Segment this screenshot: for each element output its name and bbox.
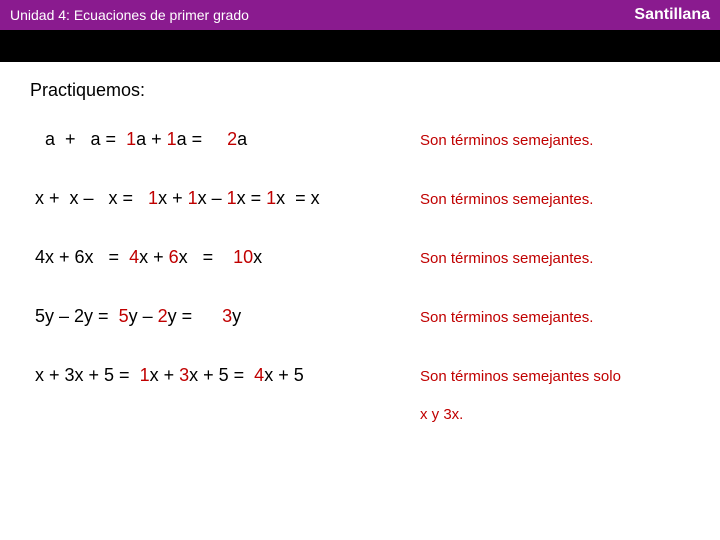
- expr-text: a + a =: [30, 129, 126, 149]
- coefficient: 6: [169, 247, 179, 267]
- coefficient: 4: [254, 365, 264, 385]
- slide-header: Unidad 4: Ecuaciones de primer grado San…: [0, 0, 720, 30]
- extra-note: x y 3x.: [420, 406, 690, 423]
- expr-text: x = x: [276, 188, 320, 208]
- expr-text: y –: [129, 306, 158, 326]
- expression: x + x – x = 1x + 1x – 1x = 1x = x: [30, 188, 420, 209]
- exercise-list: a + a = 1a + 1a = 2aSon términos semejan…: [30, 129, 690, 386]
- coefficient: 1: [140, 365, 150, 385]
- exercise-row: x + 3x + 5 = 1x + 3x + 5 = 4x + 5Son tér…: [30, 365, 690, 386]
- coefficient: 1: [148, 188, 158, 208]
- expr-text: a +: [136, 129, 167, 149]
- exercise-row: x + x – x = 1x + 1x – 1x = 1x = xSon tér…: [30, 188, 690, 209]
- expression: 4x + 6x = 4x + 6x = 10x: [30, 247, 420, 268]
- exercise-row: a + a = 1a + 1a = 2aSon términos semejan…: [30, 129, 690, 150]
- expr-text: 4x + 6x =: [30, 247, 129, 267]
- expr-text: y =: [168, 306, 223, 326]
- coefficient: 2: [227, 129, 237, 149]
- row-note: Son términos semejantes.: [420, 132, 593, 149]
- expr-text: x + 5: [264, 365, 304, 385]
- expr-text: a =: [177, 129, 228, 149]
- coefficient: 1: [126, 129, 136, 149]
- expr-text: x =: [237, 188, 267, 208]
- coefficient: 1: [266, 188, 276, 208]
- row-note: Son términos semejantes solo: [420, 368, 621, 385]
- expr-text: x: [253, 247, 262, 267]
- exercise-row: 4x + 6x = 4x + 6x = 10xSon términos seme…: [30, 247, 690, 268]
- expr-text: 5y – 2y =: [30, 306, 119, 326]
- black-stripe: [0, 30, 720, 62]
- coefficient: 4: [129, 247, 139, 267]
- expr-text: x =: [179, 247, 234, 267]
- coefficient: 5: [119, 306, 129, 326]
- slide-content: Practiquemos: a + a = 1a + 1a = 2aSon té…: [0, 62, 720, 423]
- unit-title: Unidad 4: Ecuaciones de primer grado: [10, 7, 249, 23]
- row-note: Son términos semejantes.: [420, 191, 593, 208]
- coefficient: 1: [167, 129, 177, 149]
- row-note: Son términos semejantes.: [420, 250, 593, 267]
- expression: x + 3x + 5 = 1x + 3x + 5 = 4x + 5: [30, 365, 420, 386]
- expr-text: x +: [139, 247, 169, 267]
- coefficient: 3: [222, 306, 232, 326]
- row-note: Son términos semejantes.: [420, 309, 593, 326]
- coefficient: 2: [158, 306, 168, 326]
- coefficient: 3: [179, 365, 189, 385]
- expr-text: x + x – x =: [30, 188, 148, 208]
- expr-text: x + 3x + 5 =: [30, 365, 140, 385]
- section-title: Practiquemos:: [30, 80, 690, 101]
- expr-text: x –: [198, 188, 227, 208]
- expr-text: x + 5 =: [189, 365, 254, 385]
- brand-label: Santillana: [634, 6, 710, 24]
- coefficient: 1: [227, 188, 237, 208]
- expr-text: x +: [150, 365, 180, 385]
- expression: 5y – 2y = 5y – 2y = 3y: [30, 306, 420, 327]
- coefficient: 1: [188, 188, 198, 208]
- expression: a + a = 1a + 1a = 2a: [30, 129, 420, 150]
- expr-text: y: [232, 306, 241, 326]
- expr-text: x +: [158, 188, 188, 208]
- expr-text: a: [237, 129, 247, 149]
- exercise-row: 5y – 2y = 5y – 2y = 3ySon términos semej…: [30, 306, 690, 327]
- coefficient: 10: [233, 247, 253, 267]
